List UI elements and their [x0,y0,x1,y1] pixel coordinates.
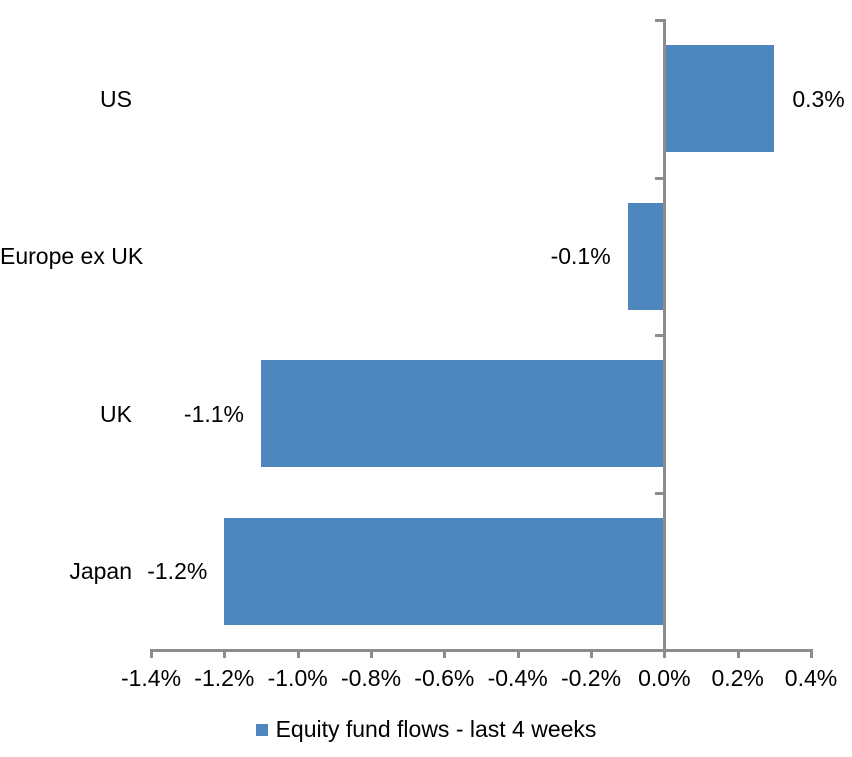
bar-value-label: 0.3% [792,85,845,112]
bar-value-label: -1.2% [147,558,208,585]
x-axis-tick-label: 0.4% [784,665,838,691]
bar-value-label: -1.1% [183,400,244,427]
x-axis-tick-label: 0.0% [638,665,691,691]
category-axis-tick [654,176,664,180]
x-axis-tick-label: -0.4% [487,665,548,691]
category-label: US [100,85,132,112]
legend-label: Equity fund flows - last 4 weeks [275,716,597,742]
x-axis-tick-label: -0.8% [340,665,402,691]
x-axis-tick-label: -0.6% [414,665,475,691]
category-label: UK [100,400,132,427]
bar-us [664,45,775,153]
bar-europe-ex-uk [627,202,665,310]
bar-japan [224,517,665,625]
x-axis-tick-label: 0.2% [711,665,764,691]
x-axis-tick [516,649,520,658]
x-axis-line [150,649,812,652]
legend: Equity fund flows - last 4 weeks [0,714,852,744]
x-axis-tick [590,649,593,658]
x-axis-tick [223,649,227,658]
x-axis-tick-label: -0.2% [560,665,622,691]
x-axis-tick-label: -1.4% [120,665,182,691]
legend-swatch-icon [255,724,268,736]
bar-value-label: -0.1% [550,243,611,270]
x-axis-tick [663,649,667,658]
category-label: Japan [69,558,132,585]
x-axis-tick-label: -1.0% [267,665,328,691]
bar-uk [261,360,665,468]
category-axis-tick [654,491,664,495]
category-axis-tick [654,334,664,337]
category-axis-tick [654,19,664,22]
x-axis-tick [443,649,447,658]
category-label: Europe ex UK [0,243,144,270]
x-axis-tick [370,649,373,658]
x-axis-tick [810,649,813,658]
x-axis-tick [736,649,740,658]
category-axis-tick [654,649,664,652]
x-axis-tick-label: -1.2% [194,665,255,691]
x-axis-tick [296,649,300,658]
x-axis-tick [150,649,153,658]
category-axis-line [662,19,666,651]
